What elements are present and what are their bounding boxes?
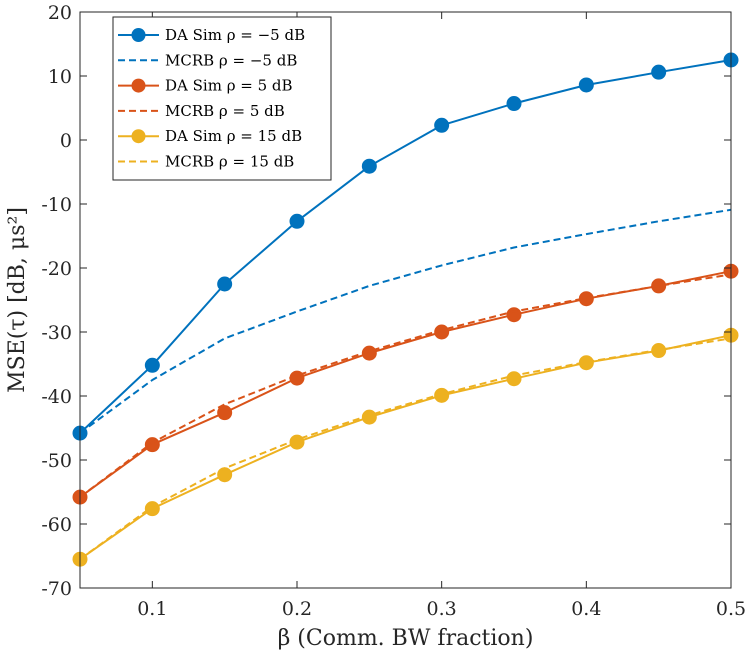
data-point xyxy=(578,77,594,93)
data-point xyxy=(434,387,450,403)
legend-entry-label: MCRB ρ = −5 dB xyxy=(165,51,297,69)
series-line-3 xyxy=(79,273,732,498)
series-line-5 xyxy=(79,337,732,561)
data-point xyxy=(361,158,377,174)
y-tick-label: -20 xyxy=(41,258,72,280)
x-axis-label: β (Comm. BW fraction) xyxy=(278,626,534,651)
y-tick-label: -30 xyxy=(41,322,72,344)
data-point xyxy=(506,96,522,112)
series-line-1 xyxy=(79,208,732,434)
y-axis-label: MSE(τ) [dB, μs²] xyxy=(5,207,30,393)
data-point xyxy=(217,276,233,292)
legend-entry-label: DA Sim ρ = 5 dB xyxy=(165,77,293,95)
axes-box xyxy=(79,11,732,589)
y-tick-label: -60 xyxy=(41,514,72,536)
series-layer xyxy=(72,52,739,567)
x-tick-label: 0.5 xyxy=(716,598,746,620)
data-point xyxy=(144,357,160,373)
y-tick-label: -40 xyxy=(41,386,72,408)
data-point xyxy=(651,64,667,80)
legend-entry-label: MCRB ρ = 5 dB xyxy=(165,102,285,120)
data-point xyxy=(144,437,160,453)
series-line-0 xyxy=(79,59,732,434)
y-tick-label: 20 xyxy=(48,2,72,24)
x-tick-label: 0.3 xyxy=(427,598,457,620)
data-point xyxy=(506,371,522,387)
y-tick-label: 0 xyxy=(60,130,72,152)
legend-entry-label: MCRB ρ = 15 dB xyxy=(165,153,294,171)
data-point xyxy=(289,434,305,450)
data-point xyxy=(651,278,667,294)
data-point xyxy=(144,501,160,517)
y-tick-label: -70 xyxy=(41,578,72,600)
legend-box xyxy=(112,16,332,181)
data-point xyxy=(361,409,377,425)
data-point xyxy=(434,324,450,340)
y-tick-label: 10 xyxy=(48,66,72,88)
legend-swatch-marker xyxy=(131,28,146,42)
legend-swatch-marker xyxy=(131,78,146,93)
legend: DA Sim ρ = −5 dB MCRB ρ = −5 dB DA Sim ρ =… xyxy=(112,16,332,181)
y-tick-label: -10 xyxy=(41,194,72,216)
x-tick-label: 0.4 xyxy=(571,598,601,620)
legend-entry-label: DA Sim ρ = −5 dB xyxy=(165,26,305,44)
ticks-layer: 0.1 0.2 0.3 0.4 0.5 -70 -60 -50 -40 -30 -20 -10 0 10 2… xyxy=(41,2,746,620)
data-point xyxy=(217,405,233,421)
legend-entry-label: DA Sim ρ = 15 dB xyxy=(165,127,302,145)
x-tick-label: 0.2 xyxy=(282,598,312,620)
data-point xyxy=(434,117,450,133)
legend-swatch-marker xyxy=(131,129,146,144)
data-point xyxy=(506,307,522,323)
data-point xyxy=(289,213,305,229)
y-tick-label: -50 xyxy=(41,450,72,472)
x-tick-label: 0.1 xyxy=(137,598,167,620)
